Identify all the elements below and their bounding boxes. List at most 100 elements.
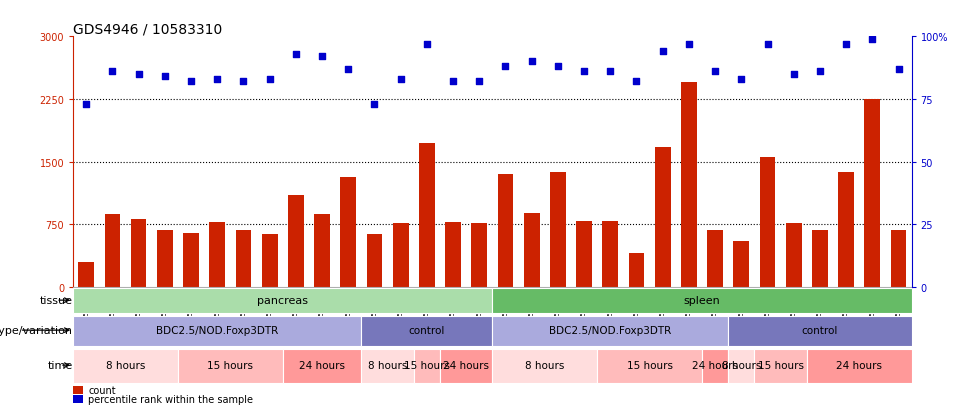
Bar: [73, 386, 83, 394]
FancyBboxPatch shape: [597, 349, 702, 383]
FancyBboxPatch shape: [702, 349, 728, 383]
Text: time: time: [48, 360, 72, 370]
Text: BDC2.5/NOD.Foxp3DTR: BDC2.5/NOD.Foxp3DTR: [549, 325, 672, 335]
Bar: [314, 215, 330, 287]
FancyBboxPatch shape: [283, 349, 362, 383]
FancyBboxPatch shape: [728, 316, 912, 346]
Point: [838, 41, 854, 48]
Point: [104, 69, 120, 76]
Text: 24 hours: 24 hours: [299, 360, 345, 370]
Point: [183, 79, 199, 85]
Bar: [73, 396, 83, 403]
FancyBboxPatch shape: [413, 349, 440, 383]
Point: [157, 74, 173, 81]
Text: BDC2.5/NOD.Foxp3DTR: BDC2.5/NOD.Foxp3DTR: [156, 325, 279, 335]
Bar: [340, 178, 356, 287]
Point: [865, 36, 880, 43]
FancyBboxPatch shape: [492, 349, 597, 383]
Bar: [629, 254, 644, 287]
FancyBboxPatch shape: [755, 349, 807, 383]
Point: [446, 79, 461, 85]
Bar: [104, 215, 120, 287]
Point: [393, 76, 409, 83]
Bar: [183, 233, 199, 287]
FancyBboxPatch shape: [362, 316, 492, 346]
Text: 8 hours: 8 hours: [722, 360, 761, 370]
Point: [524, 59, 539, 66]
Point: [288, 51, 303, 58]
Bar: [497, 175, 513, 287]
Bar: [707, 230, 723, 287]
Text: 15 hours: 15 hours: [627, 360, 673, 370]
Bar: [524, 214, 539, 287]
Bar: [288, 195, 304, 287]
Point: [419, 41, 435, 48]
Bar: [472, 224, 488, 287]
Bar: [236, 230, 252, 287]
Text: tissue: tissue: [40, 295, 72, 305]
Text: 24 hours: 24 hours: [837, 360, 882, 370]
FancyBboxPatch shape: [492, 288, 912, 313]
Point: [812, 69, 828, 76]
Bar: [838, 172, 854, 287]
FancyBboxPatch shape: [728, 349, 755, 383]
Point: [733, 76, 749, 83]
Text: count: count: [88, 385, 116, 395]
Point: [655, 49, 671, 55]
Point: [760, 41, 775, 48]
Bar: [891, 230, 907, 287]
Text: 15 hours: 15 hours: [758, 360, 803, 370]
Bar: [367, 235, 382, 287]
FancyBboxPatch shape: [440, 349, 492, 383]
Point: [629, 79, 644, 85]
Bar: [131, 220, 146, 287]
Text: 8 hours: 8 hours: [368, 360, 408, 370]
Bar: [78, 262, 94, 287]
Bar: [812, 230, 828, 287]
Point: [682, 41, 697, 48]
Point: [340, 66, 356, 73]
FancyBboxPatch shape: [73, 349, 177, 383]
Point: [472, 79, 488, 85]
Bar: [760, 157, 775, 287]
Text: control: control: [801, 325, 838, 335]
Point: [131, 71, 146, 78]
Bar: [261, 235, 278, 287]
Text: control: control: [409, 325, 445, 335]
Bar: [446, 222, 461, 287]
Point: [786, 71, 801, 78]
Bar: [603, 221, 618, 287]
Point: [236, 79, 252, 85]
Point: [603, 69, 618, 76]
Point: [262, 76, 278, 83]
FancyBboxPatch shape: [492, 316, 728, 346]
Bar: [733, 241, 749, 287]
Bar: [655, 147, 671, 287]
FancyBboxPatch shape: [73, 288, 492, 313]
Point: [314, 54, 330, 60]
FancyBboxPatch shape: [362, 349, 413, 383]
Text: 15 hours: 15 hours: [208, 360, 254, 370]
Bar: [157, 230, 173, 287]
Bar: [786, 224, 801, 287]
Bar: [393, 224, 409, 287]
Text: 24 hours: 24 hours: [692, 360, 738, 370]
Text: pancreas: pancreas: [257, 295, 308, 305]
Text: percentile rank within the sample: percentile rank within the sample: [88, 394, 254, 404]
Point: [707, 69, 722, 76]
Point: [210, 76, 225, 83]
FancyBboxPatch shape: [177, 349, 283, 383]
Text: genotype/variation: genotype/variation: [0, 325, 72, 335]
Text: 24 hours: 24 hours: [444, 360, 489, 370]
Bar: [681, 83, 697, 287]
Text: 8 hours: 8 hours: [526, 360, 565, 370]
Point: [78, 101, 94, 108]
Point: [367, 101, 382, 108]
FancyBboxPatch shape: [73, 316, 362, 346]
Bar: [210, 222, 225, 287]
Bar: [419, 144, 435, 287]
FancyBboxPatch shape: [807, 349, 912, 383]
Bar: [576, 221, 592, 287]
Point: [550, 64, 566, 71]
Text: 8 hours: 8 hours: [106, 360, 145, 370]
